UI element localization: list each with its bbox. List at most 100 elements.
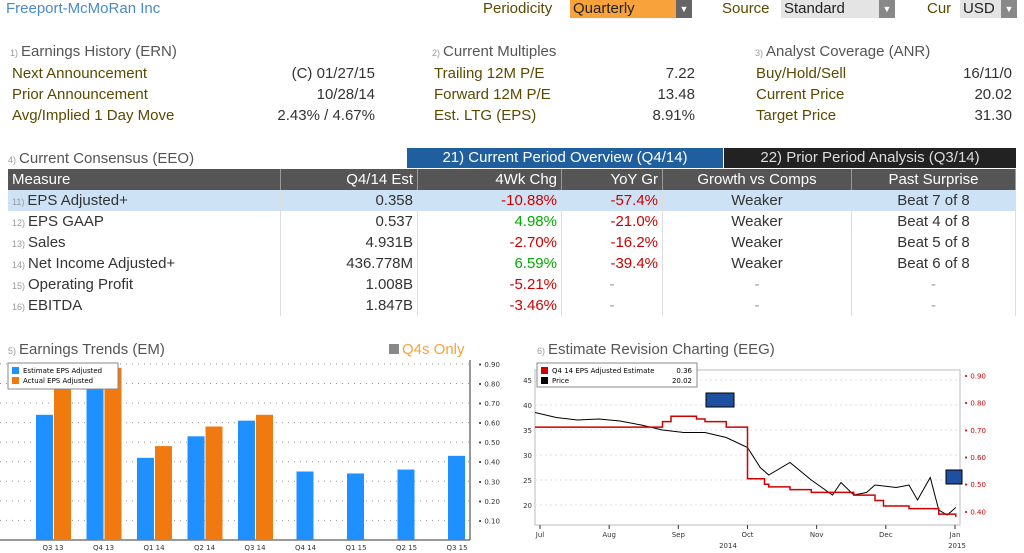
- column-header[interactable]: Q4/14 Est: [280, 169, 418, 190]
- right-tick-label: • 0.90: [964, 372, 986, 380]
- checkbox-icon: [389, 344, 399, 354]
- left-tick-label: 45: [523, 377, 532, 385]
- growth-cell: Weaker: [662, 232, 852, 253]
- bar-estimate: [448, 455, 465, 540]
- left-tick-label: 30: [523, 452, 532, 460]
- bar-actual: [54, 367, 71, 540]
- earnings-trends-chart[interactable]: • 0.90 • 0.80 • 0.70 • 0.60 • 0.50 • 0.40 • 0.…: [0, 360, 505, 553]
- day-move-value: 2.43% / 4.67%: [277, 107, 375, 124]
- estimate-revision-title: Estimate Revision Charting (EEG): [548, 341, 775, 358]
- table-row[interactable]: 16) EBITDA 1.847B -3.46% - - -: [8, 295, 1016, 316]
- x-tick-label: Q3 15: [446, 544, 467, 552]
- column-header[interactable]: Measure: [8, 169, 281, 190]
- x-tick-label: Q1 14: [143, 544, 165, 552]
- q4s-only-toggle[interactable]: Q4s Only: [389, 341, 465, 358]
- x-tick-label: Jan: [949, 531, 961, 539]
- current-multiples-header[interactable]: 2) Current Multiples: [432, 43, 557, 60]
- bar-estimate: [347, 473, 364, 540]
- x-tick-label: Q3 14: [244, 544, 266, 552]
- buy-hold-sell-value: 16/11/0: [963, 65, 1012, 82]
- estimate-cell: 1.008B: [280, 274, 418, 295]
- table-row[interactable]: 12) EPS GAAP 0.537 4.98% -21.0% Weaker Be…: [8, 211, 1016, 232]
- security-title: Freeport-McMoRan Inc: [6, 0, 161, 17]
- table-row[interactable]: 15) Operating Profit 1.008B -5.21% - - -: [8, 274, 1016, 295]
- x-tick-label: Q2 15: [396, 544, 417, 552]
- table-row[interactable]: 11) EPS Adjusted+ 0.358 -10.88% -57.4% We…: [8, 190, 1016, 211]
- yoy-cell: -39.4%: [561, 253, 663, 274]
- y-tick-label: • 0.30: [478, 478, 500, 486]
- left-tick-label: 20: [523, 502, 532, 510]
- y-tick-label: • 0.90: [478, 361, 500, 369]
- surprise-cell: -: [851, 274, 1016, 295]
- column-header[interactable]: Growth vs Comps: [662, 169, 852, 190]
- bar-estimate: [86, 367, 104, 540]
- measure-name: Net Income Adjusted+: [28, 255, 176, 272]
- yoy-cell: -57.4%: [561, 190, 663, 211]
- legend-label: Price: [552, 377, 569, 385]
- tab-current-period[interactable]: 21) Current Period Overview (Q4/14): [407, 148, 723, 168]
- column-header[interactable]: Past Surprise: [851, 169, 1016, 190]
- ltg-label: Est. LTG (EPS): [434, 107, 537, 124]
- trailing-pe-value: 7.22: [665, 65, 695, 82]
- tab-prior-period[interactable]: 22) Prior Period Analysis (Q3/14): [724, 148, 1016, 168]
- yoy-cell: -: [561, 274, 663, 295]
- estimate-revision-header[interactable]: 6) Estimate Revision Charting (EEG): [537, 341, 775, 358]
- estimate-revision-chart[interactable]: 45 40 35 30 25 20 • 0.90 • 0.80 • 0.70 • 0.60 • 0.…: [520, 360, 1024, 553]
- earnings-history-header[interactable]: 1) Earnings History (ERN): [10, 43, 177, 60]
- y-tick-label: • 0.60: [478, 420, 500, 428]
- chevron-down-icon: ▼: [676, 0, 692, 18]
- forward-pe-label: Forward 12M P/E: [434, 86, 551, 103]
- source-dropdown[interactable]: Standard ▼: [781, 0, 895, 18]
- right-tick-label: • 0.70: [964, 427, 986, 435]
- current-price-value: 20.02: [974, 86, 1012, 103]
- estimate-cell: 1.847B: [280, 295, 418, 316]
- legend-swatch: [12, 377, 19, 384]
- analyst-coverage-title: Analyst Coverage (ANR): [766, 43, 931, 60]
- legend-swatch: [12, 367, 19, 374]
- x-tick-label: Q4 14: [295, 544, 317, 552]
- x-tick-label: Aug: [602, 531, 616, 539]
- estimate-cell: 4.931B: [280, 232, 418, 253]
- legend-box: [536, 362, 698, 388]
- right-tick-label: • 0.60: [964, 454, 986, 462]
- periodicity-value: Quarterly: [573, 0, 635, 17]
- table-row[interactable]: 14) Net Income Adjusted+ 436.778M 6.59% -…: [8, 253, 1016, 274]
- surprise-cell: -: [851, 295, 1016, 316]
- x-tick-label: Q3 13: [42, 544, 63, 552]
- currency-value: USD: [963, 0, 995, 17]
- table-row[interactable]: 13) Sales 4.931B -2.70% -16.2% Weaker Bea…: [8, 232, 1016, 253]
- analyst-coverage-header[interactable]: 3) Analyst Coverage (ANR): [755, 43, 931, 60]
- y-tick-label: • 0.20: [478, 498, 500, 506]
- estimate-cell: 436.778M: [280, 253, 418, 274]
- x-tick-label: Dec: [879, 531, 893, 539]
- left-tick-label: 25: [523, 477, 532, 485]
- periodicity-dropdown[interactable]: Quarterly ▼: [570, 0, 692, 18]
- y-tick-label: • 0.40: [478, 459, 500, 467]
- column-header[interactable]: YoY Gr: [561, 169, 663, 190]
- surprise-cell: Beat 5 of 8: [851, 232, 1016, 253]
- right-tick-label: • 0.80: [964, 400, 986, 408]
- legend-label: Actual EPS Adjusted: [23, 377, 93, 385]
- x-tick-label: Sep: [672, 531, 686, 539]
- consensus-table: Measure Q4/14 Est 4Wk Chg YoY Gr Growth …: [8, 169, 1016, 316]
- right-tick-label: • 0.50: [964, 481, 986, 489]
- bar-actual: [155, 446, 172, 540]
- target-price-value: 31.30: [974, 107, 1012, 124]
- x-year-label: 2015: [948, 542, 966, 550]
- measure-name: EBITDA: [28, 297, 83, 314]
- bar-estimate: [36, 414, 53, 540]
- earnings-trends-header[interactable]: 5) Earnings Trends (EM): [8, 341, 165, 358]
- table-header-row: Measure Q4/14 Est 4Wk Chg YoY Gr Growth …: [8, 169, 1016, 190]
- legend-box: [7, 362, 119, 390]
- change-cell: -3.46%: [417, 295, 562, 316]
- event-marker: [945, 469, 963, 485]
- current-consensus-header[interactable]: 4) Current Consensus (EEO): [8, 150, 195, 167]
- bar-actual: [104, 367, 122, 540]
- periodicity-label: Periodicity: [483, 0, 553, 17]
- column-header[interactable]: 4Wk Chg: [417, 169, 562, 190]
- right-tick-label: • 0.40: [964, 508, 986, 516]
- day-move-label: Avg/Implied 1 Day Move: [12, 107, 175, 124]
- currency-dropdown[interactable]: USD ▼: [960, 0, 1017, 18]
- yoy-cell: -: [561, 295, 663, 316]
- current-price-label: Current Price: [756, 86, 845, 103]
